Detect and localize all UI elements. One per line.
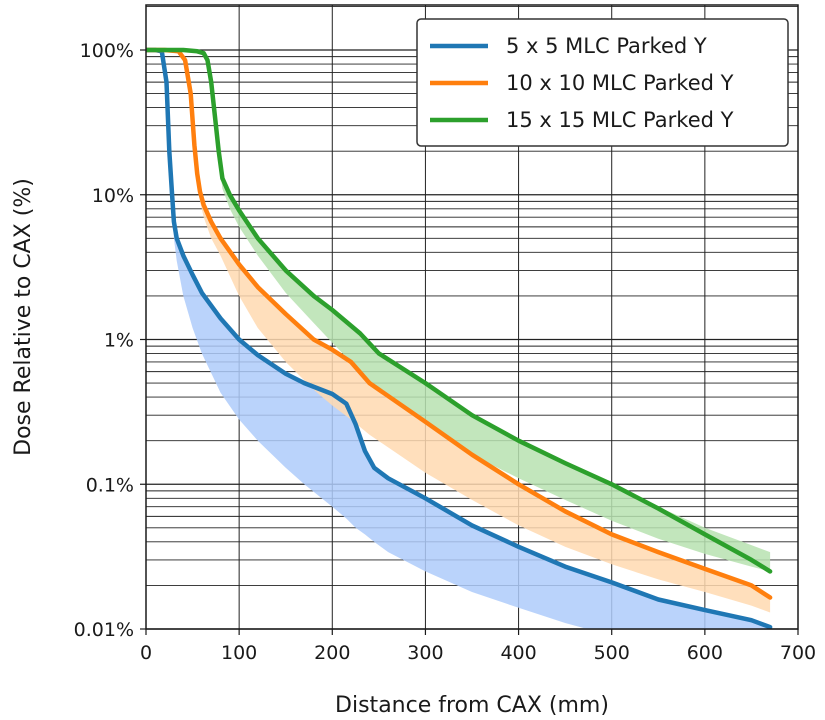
series-2-band (146, 50, 771, 613)
x-tick-label: 600 (687, 642, 723, 664)
legend-label-1: 5 x 5 MLC Parked Y (506, 34, 707, 58)
legend-label-3: 15 x 15 MLC Parked Y (506, 108, 734, 132)
y-axis-ticks: 0.01% 0.1% 1% 10% 100% (74, 40, 146, 641)
y-axis-title: Dose Relative to CAX (%) (11, 178, 36, 456)
x-tick-label: 400 (500, 642, 536, 664)
series-lines (146, 47, 773, 629)
x-axis-title: Distance from CAX (mm) (335, 693, 609, 718)
legend-label-2: 10 x 10 MLC Parked Y (506, 71, 734, 95)
series-1-line (146, 47, 773, 629)
x-tick-label: 0 (140, 642, 152, 664)
x-tick-label: 200 (314, 642, 350, 664)
y-tick-label: 0.01% (74, 619, 134, 641)
x-tick-label: 300 (407, 642, 443, 664)
x-tick-label: 500 (594, 642, 630, 664)
y-tick-label: 100% (80, 40, 134, 62)
confidence-bands (146, 50, 771, 629)
x-tick-label: 100 (221, 642, 257, 664)
legend-box (416, 18, 789, 147)
x-tick-label: 700 (780, 642, 816, 664)
x-axis-ticks: 0 100 200 300 400 500 600 700 (140, 629, 816, 664)
y-tick-label: 10% (92, 185, 134, 207)
y-tick-label: 0.1% (86, 474, 134, 496)
series-2-line (146, 47, 773, 600)
y-tick-label: 1% (104, 330, 134, 352)
series-3-line (146, 47, 773, 574)
plot-frame (145, 4, 799, 630)
legend: 5 x 5 MLC Parked Y 10 x 10 MLC Parked Y 15… (416, 18, 789, 147)
